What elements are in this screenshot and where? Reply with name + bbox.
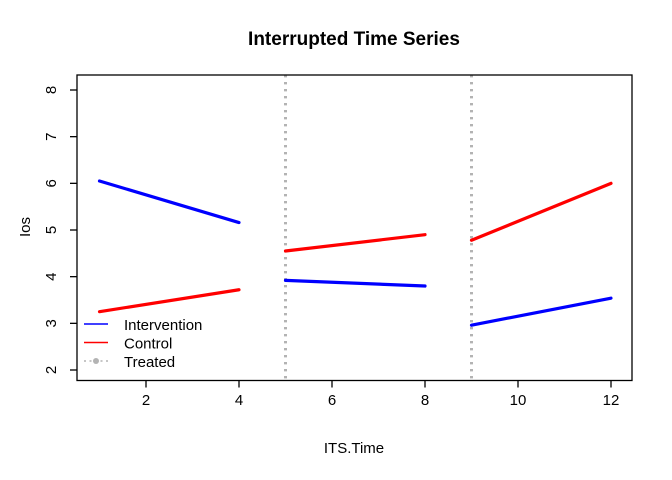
y-tick-label: 3 bbox=[43, 319, 60, 327]
legend-label: Treated bbox=[124, 354, 175, 371]
x-tick-label: 2 bbox=[142, 392, 150, 409]
intervention-line-segment bbox=[469, 296, 613, 327]
y-tick-label: 6 bbox=[43, 179, 60, 187]
x-tick-label: 10 bbox=[510, 392, 527, 409]
y-tick-label: 4 bbox=[43, 272, 60, 280]
x-axis-label: ITS.Time bbox=[324, 440, 384, 457]
x-tick-label: 4 bbox=[235, 392, 243, 409]
legend-treated-point bbox=[93, 358, 99, 364]
legend-label: Control bbox=[124, 336, 172, 353]
y-axis-ticks: 2 3 4 5 6 7 8 bbox=[43, 86, 77, 374]
intervention-line-segment bbox=[97, 179, 241, 225]
x-tick-label: 6 bbox=[328, 392, 336, 409]
data-series bbox=[97, 179, 613, 327]
y-tick-label: 5 bbox=[43, 226, 60, 234]
y-tick-label: 8 bbox=[43, 86, 60, 94]
plot-box bbox=[76, 74, 633, 382]
x-tick-label: 12 bbox=[603, 392, 620, 409]
y-tick-label: 2 bbox=[43, 366, 60, 374]
y-tick-label: 7 bbox=[43, 132, 60, 140]
treated-vlines bbox=[284, 75, 473, 381]
intervention-line-segment bbox=[283, 278, 427, 288]
y-axis-label: Ios bbox=[17, 217, 34, 237]
legend-label: Intervention bbox=[124, 317, 202, 334]
control-line-segment bbox=[283, 233, 427, 253]
x-tick-label: 8 bbox=[421, 392, 429, 409]
chart-title: Interrupted Time Series bbox=[248, 29, 460, 50]
x-axis-ticks: 2 4 6 8 10 12 bbox=[142, 380, 620, 409]
control-line-segment bbox=[97, 288, 241, 314]
control-line-segment bbox=[469, 181, 613, 242]
